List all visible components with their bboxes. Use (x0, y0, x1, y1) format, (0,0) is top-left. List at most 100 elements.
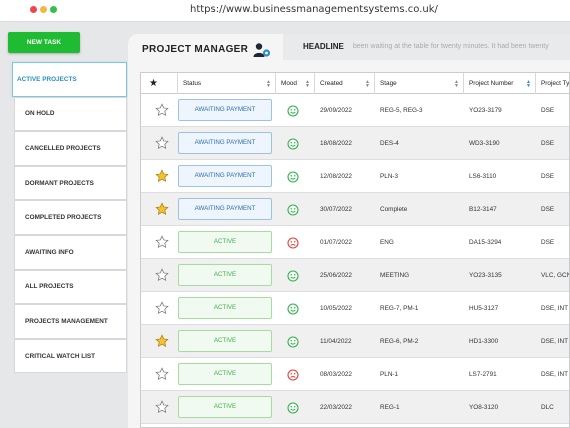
column-header-mood[interactable]: Mood ▲ ▼ (276, 73, 315, 94)
sad-face-icon (287, 368, 299, 381)
column-header-star[interactable]: ★ (141, 73, 178, 94)
status-badge[interactable]: ACTIVE (178, 396, 272, 418)
stage-value: MEETING (380, 272, 410, 279)
user-gear-icon[interactable] (253, 42, 271, 58)
column-header-stage-label: Stage (380, 80, 397, 87)
project-number: YO23-3135 (469, 272, 502, 279)
projects-table: ★ Status ▲ ▼ Mood ▲ ▼ Created ▲ ▼ Stage ▲ ▼ Proj… (140, 72, 570, 428)
column-header-project-number[interactable]: Project Number ▲ ▼ (464, 73, 536, 94)
new-task-button[interactable]: NEW TASK (8, 32, 80, 53)
table-row[interactable]: ACTIVE 22/03/2022 REG-1 YO8-3120 DLC (141, 391, 569, 424)
happy-face-icon (287, 203, 299, 216)
star-outline-icon[interactable] (155, 136, 169, 150)
star-filled-icon[interactable] (155, 202, 169, 216)
happy-face-icon (287, 137, 299, 150)
table-row[interactable]: AWAITING PAYMENT 12/08/2022 PLN-3 LS6-3110 D… (141, 160, 569, 193)
address-bar[interactable]: https://www.businessmanagementsystems.co… (190, 4, 438, 15)
project-number: YO23-3179 (469, 107, 502, 114)
star-outline-icon[interactable] (155, 367, 169, 381)
star-outline-icon[interactable] (155, 268, 169, 282)
sort-icon: ▲ ▼ (266, 79, 271, 89)
close-window-button[interactable] (30, 6, 37, 13)
maximize-window-button[interactable] (50, 6, 57, 13)
project-number: DA15-3294 (469, 239, 502, 246)
status-badge[interactable]: ACTIVE (178, 297, 272, 319)
status-badge[interactable]: AWAITING PAYMENT (178, 198, 272, 220)
sidebar-item-critical-watch-list[interactable]: CRITICAL WATCH LIST (14, 338, 127, 374)
happy-face-icon (287, 170, 299, 183)
sidebar-item-active-projects[interactable]: ACTIVE PROJECTS (12, 62, 127, 97)
column-header-created[interactable]: Created ▲ ▼ (315, 73, 375, 94)
project-type: VLC, GCN, ... (541, 272, 569, 279)
stage-value: Complete (380, 206, 408, 213)
created-date: 18/08/2022 (320, 140, 352, 147)
created-date: 25/06/2022 (320, 272, 352, 279)
table-row[interactable]: ACTIVE 10/05/2022 REG-7, PM-1 HU5-3127 DSE, … (141, 292, 569, 325)
status-badge[interactable]: ACTIVE (178, 363, 272, 385)
happy-face-icon (287, 335, 299, 348)
sidebar-item-dormant-projects[interactable]: DORMANT PROJECTS (14, 165, 127, 201)
stage-value: REG-7, PM-1 (380, 305, 419, 312)
project-type: DSE (541, 206, 555, 213)
star-filled-icon[interactable] (155, 169, 169, 183)
project-number: YO8-3120 (469, 404, 499, 411)
project-type: DSE (541, 239, 555, 246)
table-row[interactable]: AWAITING PAYMENT 29/09/2022 REG-5, REG-3 YO… (141, 94, 569, 127)
star-outline-icon[interactable] (155, 103, 169, 117)
created-date: 01/07/2022 (320, 239, 352, 246)
sort-active-icon: ▲ ▼ (526, 79, 531, 89)
sidebar-item-projects-management[interactable]: PROJECTS MANAGEMENT (14, 304, 127, 339)
sidebar-item-all-projects[interactable]: ALL PROJECTS (14, 269, 127, 305)
star-outline-icon[interactable] (155, 400, 169, 414)
project-number: LS7-2791 (469, 371, 497, 378)
sort-icon: ▲ ▼ (454, 79, 459, 89)
stage-value: REG-1 (380, 404, 400, 411)
status-badge[interactable]: ACTIVE (178, 330, 272, 352)
created-date: 08/03/2022 (320, 371, 352, 378)
table-row[interactable]: ACTIVE 11/04/2022 REG-6, PM-2 HD1-3300 DSE, … (141, 325, 569, 358)
table-row[interactable]: AWAITING PAYMENT 30/07/2022 Complete B12-31… (141, 193, 569, 226)
sad-face-icon (287, 236, 299, 249)
project-type: DSE, INT (541, 371, 568, 378)
project-number: B12-3147 (469, 206, 497, 213)
sort-icon: ▲ ▼ (305, 79, 310, 89)
project-type: DSE, INT (541, 305, 568, 312)
stage-value: PLN-3 (380, 173, 399, 180)
minimize-window-button[interactable] (40, 6, 47, 13)
headline-label: HEADLINE (303, 42, 344, 51)
column-header-mood-label: Mood (281, 80, 297, 87)
project-number: LS6-3110 (469, 173, 497, 180)
created-date: 10/05/2022 (320, 305, 352, 312)
sidebar-item-on-hold[interactable]: ON HOLD (14, 96, 127, 132)
created-date: 30/07/2022 (320, 206, 352, 213)
sidebar-item-cancelled-projects[interactable]: CANCELLED PROJECTS (14, 131, 127, 166)
sidebar-item-awaiting-info[interactable]: AWAITING INFO (14, 234, 127, 270)
stage-value: DES-4 (380, 140, 399, 147)
status-badge[interactable]: ACTIVE (178, 264, 272, 286)
star-outline-icon[interactable] (155, 301, 169, 315)
status-badge[interactable]: ACTIVE (178, 231, 272, 253)
stage-value: PLN-1 (380, 371, 399, 378)
created-date: 29/09/2022 (320, 107, 352, 114)
table-row[interactable]: AWAITING PAYMENT 18/08/2022 DES-4 WD3-3190 D… (141, 127, 569, 160)
status-badge[interactable]: AWAITING PAYMENT (178, 99, 272, 121)
star-filled-icon[interactable] (155, 334, 169, 348)
stage-value: ENG (380, 239, 394, 246)
happy-face-icon (287, 302, 299, 315)
column-header-stage[interactable]: Stage ▲ ▼ (375, 73, 464, 94)
status-badge[interactable]: AWAITING PAYMENT (178, 132, 272, 154)
column-header-project-type[interactable]: Project Ty (541, 80, 570, 87)
column-header-created-label: Created (320, 80, 343, 87)
happy-face-icon (287, 401, 299, 414)
created-date: 22/03/2022 (320, 404, 352, 411)
sidebar-item-completed-projects[interactable]: COMPLETED PROJECTS (14, 200, 127, 235)
table-row[interactable]: ACTIVE 08/03/2022 PLN-1 LS7-2791 DSE, INT (141, 358, 569, 391)
column-header-status[interactable]: Status ▲ ▼ (178, 73, 276, 94)
status-badge[interactable]: AWAITING PAYMENT (178, 165, 272, 187)
created-date: 12/08/2022 (320, 173, 352, 180)
project-number: HU5-3127 (469, 305, 499, 312)
project-type: DSE (541, 140, 555, 147)
star-outline-icon[interactable] (155, 235, 169, 249)
table-row[interactable]: ACTIVE 25/06/2022 MEETING YO23-3135 VLC, GCN… (141, 259, 569, 292)
table-row[interactable]: ACTIVE 01/07/2022 ENG DA15-3294 DSE (141, 226, 569, 259)
